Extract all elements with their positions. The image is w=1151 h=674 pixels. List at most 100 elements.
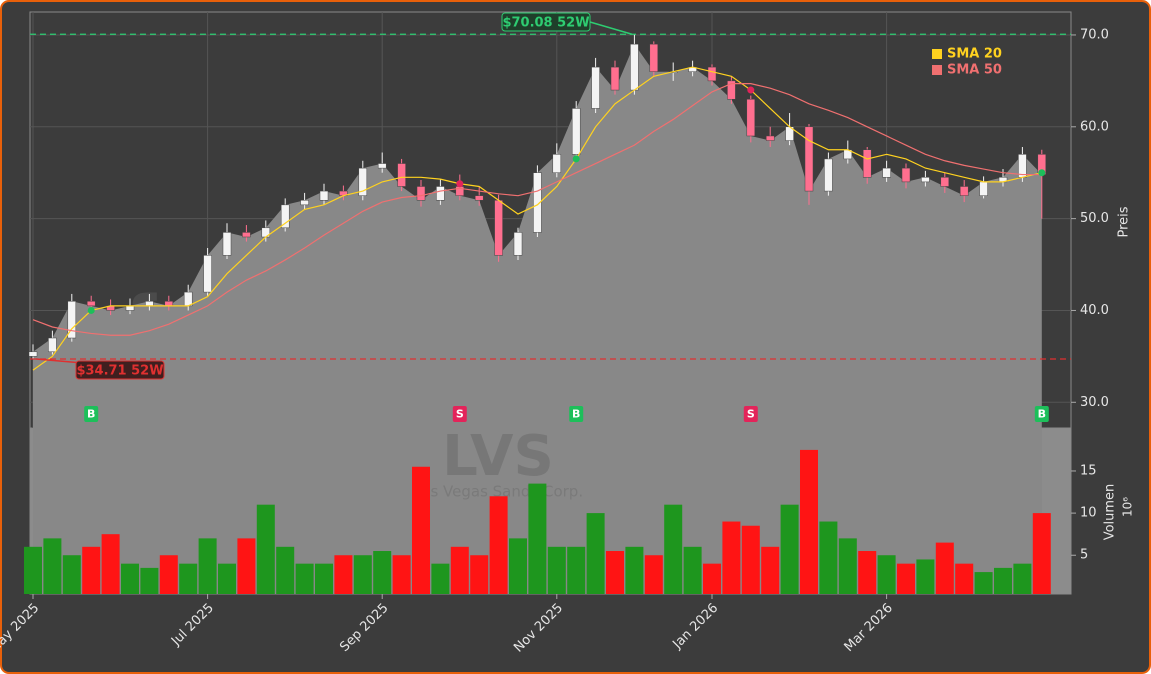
volume-bar — [470, 555, 489, 594]
volume-bar — [159, 555, 178, 594]
signal-label: S — [747, 408, 755, 421]
volume-bar — [121, 563, 139, 594]
candle-body — [377, 163, 387, 169]
signal-box — [569, 406, 584, 422]
volume-bar — [625, 546, 644, 594]
volume-bar — [877, 555, 896, 594]
candle-body — [630, 43, 639, 91]
candle-body — [940, 177, 950, 187]
legend-label: SMA 20 — [947, 47, 1002, 62]
candle-body — [474, 195, 484, 201]
volume-bar — [703, 563, 721, 594]
volume-bar — [179, 563, 198, 594]
volume-bar — [528, 483, 547, 594]
volume-bar — [353, 555, 372, 594]
y-axis-label: Preis — [1117, 206, 1132, 237]
volume-bar — [741, 525, 760, 594]
signal-dot — [456, 180, 464, 188]
legend-swatch — [932, 49, 942, 59]
volume-bar — [606, 551, 624, 594]
signal-label: B — [1038, 408, 1046, 421]
volume-bar — [838, 538, 857, 594]
candle-body — [707, 66, 717, 82]
y-tick-label: 70.0 — [1080, 27, 1109, 42]
volume-bar — [567, 546, 586, 594]
volume-bar — [819, 521, 838, 594]
sma-line — [32, 83, 1042, 336]
volume-bar — [994, 567, 1012, 594]
candle-body — [591, 66, 600, 109]
volume-bar — [24, 546, 42, 594]
volume-bar — [82, 546, 101, 594]
candle-body — [494, 200, 503, 256]
legend-swatch — [932, 65, 942, 75]
candle-body — [67, 301, 77, 339]
volume-bar — [450, 546, 469, 594]
volume-bar — [586, 513, 605, 594]
candle-body — [804, 126, 814, 192]
volume-bar — [1013, 563, 1032, 594]
candle-body — [242, 232, 251, 238]
volume-bar — [140, 567, 159, 594]
volume-bar — [237, 538, 256, 594]
volume-bar — [664, 504, 683, 594]
volume-bar — [1032, 513, 1051, 594]
volume-bar — [101, 534, 120, 594]
candle-body — [145, 301, 154, 307]
y2-tick-label: 5 — [1080, 548, 1088, 563]
volume-bar — [412, 466, 430, 594]
candle-body — [862, 149, 872, 178]
candle-body — [901, 167, 911, 183]
candle-body — [979, 181, 988, 196]
candle-body — [649, 43, 659, 72]
candle-body — [513, 232, 523, 256]
volume-bar — [334, 555, 353, 594]
candle-body — [824, 158, 833, 192]
signal-dot — [572, 155, 580, 163]
volume-bar — [256, 504, 275, 594]
y2-tick-label: 10 — [1080, 506, 1097, 521]
candle-body — [921, 177, 930, 183]
signal-label: B — [572, 408, 580, 421]
volume-bar — [295, 563, 314, 594]
52w-label: $70.08 52W — [502, 16, 589, 31]
52w-box — [501, 12, 591, 32]
y2-tick-label: 15 — [1080, 463, 1097, 478]
candle-body — [765, 135, 775, 141]
volume-bar — [509, 538, 527, 594]
volume-bar — [315, 563, 333, 594]
candle-body — [28, 351, 38, 357]
candle-body — [203, 255, 212, 293]
volume-bar — [547, 546, 566, 594]
volume-bar — [392, 555, 411, 594]
candle-body — [610, 66, 620, 91]
volume-bar — [644, 555, 663, 594]
volume-bar — [800, 449, 818, 594]
candle-body — [48, 337, 57, 353]
y2-unit: 10⁶ — [1121, 497, 1135, 517]
candle-body — [416, 186, 426, 201]
signal-label: B — [87, 408, 95, 421]
signal-dot — [747, 86, 755, 94]
candle-body — [280, 204, 290, 229]
volume-bar — [974, 572, 993, 594]
volume-bar — [62, 555, 81, 594]
volume-bar — [198, 538, 217, 594]
y-tick-label: 40.0 — [1080, 303, 1109, 318]
candle-body — [746, 98, 756, 137]
signal-dot — [87, 306, 95, 314]
y2-axis-label: Volumen — [1103, 484, 1118, 541]
candle-body — [86, 301, 96, 307]
candle-body — [882, 167, 891, 178]
signal-dot — [1038, 169, 1046, 177]
volume-bar — [431, 563, 450, 594]
y-tick-label: 60.0 — [1080, 119, 1109, 134]
candle-body — [358, 167, 368, 196]
52w-label: $34.71 52W — [76, 364, 163, 379]
volume-bar — [761, 546, 780, 594]
candle-body — [397, 163, 406, 187]
candle-body — [319, 190, 329, 201]
sma-line — [32, 66, 1042, 371]
candle-body — [959, 186, 969, 196]
signal-box — [452, 406, 467, 422]
